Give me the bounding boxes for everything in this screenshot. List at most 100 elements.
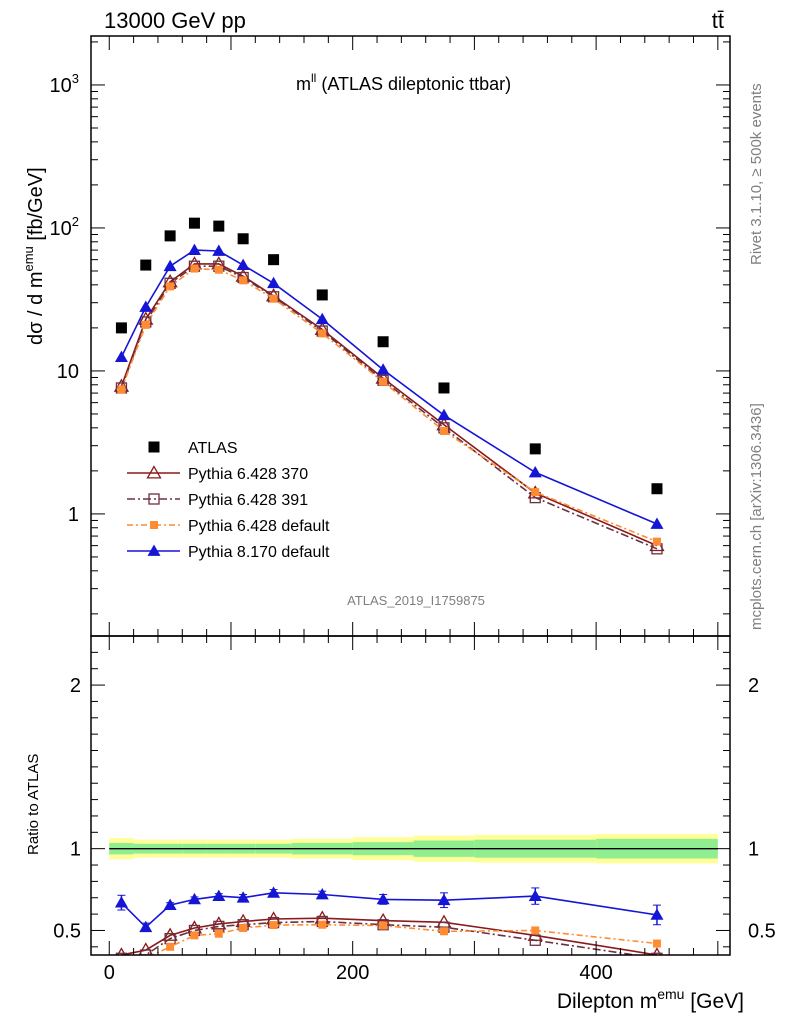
ratio-point-py8 (139, 920, 153, 933)
ratio-point-pydef (318, 920, 327, 929)
series-line-pydef (120, 267, 658, 543)
legend-label-py370: Pythia 6.428 370 (188, 466, 308, 483)
main-ylabel: dσ / d memu [fb/GeV] (21, 167, 47, 345)
xlabel-pre: Dilepton m (557, 990, 657, 1013)
main-ytick-label-base: 10 (50, 218, 72, 240)
ratio-line-py370 (121, 917, 658, 955)
ratio-point-py8 (437, 893, 451, 906)
ratio-point-py391 (651, 952, 663, 955)
point-py8 (315, 312, 329, 325)
point-atlas (140, 259, 152, 271)
main-ylabel-post: [fb/GeV] (25, 167, 47, 246)
main-ytick-label-sup: 2 (72, 214, 79, 229)
ratio-point-py391 (115, 952, 128, 955)
main-ytick-label: 1 (68, 504, 79, 526)
point-atlas (164, 230, 176, 242)
ratio-ylabel: Ratio to ATLAS (25, 754, 42, 855)
ratio-point-pydef (379, 921, 388, 930)
ratio-line-py8 (120, 891, 658, 929)
ratio-point-py8 (236, 891, 250, 903)
point-atlas (213, 220, 225, 232)
analysis-id: ATLAS_2019_I1759875 (347, 593, 485, 608)
legend-label-atlas: ATLAS (188, 440, 238, 457)
legend-label-py8: Pythia 8.170 default (188, 544, 330, 561)
legend: ATLAS Pythia 6.428 370 Pythia 6.428 391 Pyt… (127, 440, 330, 561)
ratio-point-pydef (269, 921, 278, 930)
main-ylabel-sup: emu (21, 246, 36, 271)
ratio-point-py391 (529, 934, 541, 946)
main-ylabel-pre: dσ / d m (25, 272, 47, 345)
ratio-xtick-label: 200 (336, 962, 369, 984)
ratio-ytick-label-left: 2 (70, 675, 81, 697)
main-frame (90, 35, 731, 637)
point-pydef (379, 377, 388, 386)
ratio-ytick-label-right: 1 (748, 839, 759, 861)
ratio-content (109, 833, 718, 966)
xlabel-sup: emu (657, 986, 684, 1002)
point-pydef (214, 265, 223, 274)
point-py8 (236, 258, 250, 270)
point-py8 (267, 276, 281, 289)
point-pydef (141, 320, 150, 329)
ratio-ytick-label-right: 0.5 (748, 920, 776, 942)
ratio-line-pydef (150, 923, 658, 955)
ratio-point-pydef (117, 958, 125, 966)
ratio-ytick-label-left: 1 (70, 839, 81, 861)
point-pydef (439, 427, 448, 436)
point-py8 (114, 350, 128, 362)
point-atlas (377, 336, 389, 348)
point-py8 (650, 517, 664, 529)
point-pydef (190, 264, 199, 273)
point-pydef (318, 329, 327, 338)
point-atlas (188, 217, 200, 229)
point-atlas (529, 443, 541, 455)
point-pydef (239, 276, 248, 285)
mcplots-label: mcplots.cern.ch [arXiv:1306.3436] (748, 403, 765, 630)
ratio-point-pydef (166, 942, 175, 951)
plot-title-sup: ll (311, 71, 316, 85)
ratio-point-pydef (190, 931, 199, 940)
xlabel-post: [GeV] (684, 990, 744, 1013)
main-series (113, 217, 665, 555)
point-pydef (269, 294, 278, 303)
ratio-point-pydef (214, 929, 223, 938)
point-atlas (438, 382, 450, 394)
main-ytick-label: 103 (50, 71, 79, 97)
ratio-point-py8 (528, 889, 542, 901)
point-py8 (528, 465, 542, 478)
point-atlas (316, 289, 328, 301)
plot-title: mll (ATLAS dileptonic ttbar) (296, 71, 511, 94)
point-pydef (652, 537, 661, 546)
ratio-point-py370 (211, 916, 227, 930)
series-line-py391 (120, 265, 658, 550)
point-atlas (651, 483, 663, 495)
ratio-point-py370 (162, 927, 178, 941)
main-ytick-label-base: 10 (50, 75, 72, 97)
point-pydef (117, 385, 126, 394)
point-py8 (187, 243, 201, 255)
ratio-point-py370 (116, 947, 126, 955)
rivet-label: Rivet 3.1.10, ≥ 500k events (748, 83, 765, 265)
ratio-line-py391 (139, 920, 641, 955)
ratio-point-py8 (376, 892, 390, 905)
ratio-xtick-label: 0 (104, 962, 115, 984)
point-pydef (166, 282, 175, 291)
ratio-point-py8 (163, 898, 177, 910)
main-ytick-label-base: 10 (57, 361, 79, 383)
plot-title-main: m (296, 74, 311, 94)
point-py8 (139, 300, 153, 312)
header-right: tt̄ (712, 8, 724, 33)
main-ytick-label-sup: 3 (72, 71, 79, 86)
xlabel: Dilepton memu [GeV] (557, 986, 744, 1013)
legend-marker-py8 (147, 544, 161, 556)
ratio-point-pydef (239, 924, 248, 933)
point-atlas (237, 233, 249, 245)
ratio-point-pydef (652, 939, 661, 948)
main-ytick-label: 102 (50, 214, 79, 240)
ratio-ytick-label-left: 0.5 (53, 920, 81, 942)
ratio-frame (90, 635, 731, 956)
ratio-point-py391 (140, 949, 152, 955)
ratio-panel: 0.5 0.5 1 1 2 2 0 200 400 (53, 635, 776, 984)
point-py8 (163, 259, 177, 272)
point-atlas (115, 322, 127, 334)
